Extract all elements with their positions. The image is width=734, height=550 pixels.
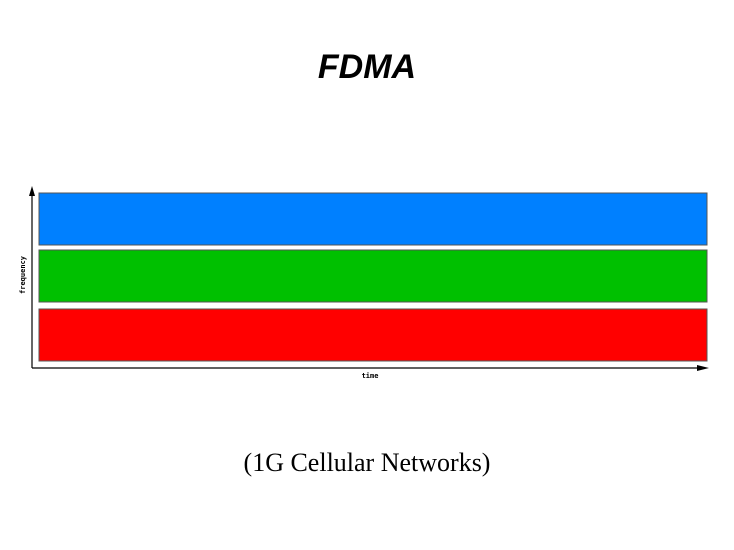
y-axis	[29, 186, 35, 368]
slide-subtitle: (1G Cellular Networks)	[243, 448, 491, 477]
frequency-band-bottom	[38, 308, 708, 362]
y-axis-arrow-icon	[29, 186, 35, 196]
y-axis-label: frequency	[19, 255, 27, 294]
x-axis-arrow-icon	[697, 365, 709, 371]
x-axis	[32, 365, 709, 371]
slide-title: FDMA	[317, 48, 417, 86]
x-axis-label: time	[362, 372, 379, 380]
frequency-band-top	[38, 192, 708, 246]
frequency-band-middle	[38, 249, 708, 303]
